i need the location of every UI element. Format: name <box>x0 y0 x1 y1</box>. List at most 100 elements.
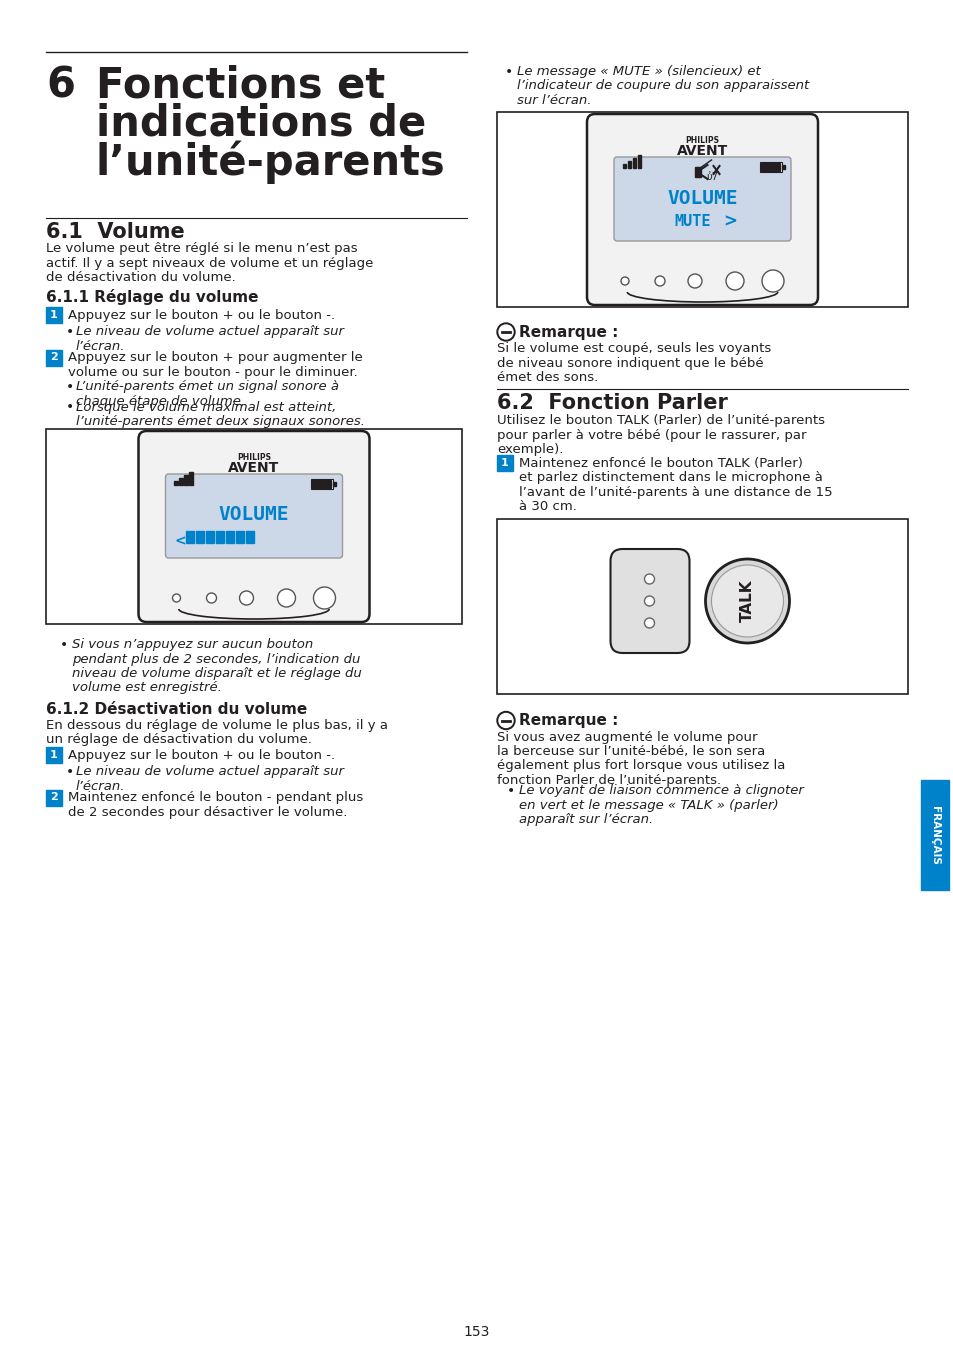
Text: l’unité-parents: l’unité-parents <box>96 140 445 185</box>
Text: volume ou sur le bouton - pour le diminuer.: volume ou sur le bouton - pour le diminu… <box>68 366 357 379</box>
Bar <box>627 161 631 167</box>
Text: l’indicateur de coupure du son apparaissent: l’indicateur de coupure du son apparaiss… <box>517 80 808 93</box>
Text: TALK: TALK <box>740 579 754 622</box>
Circle shape <box>644 595 654 606</box>
FancyBboxPatch shape <box>610 549 689 653</box>
Bar <box>246 531 254 543</box>
Text: 153: 153 <box>463 1324 490 1339</box>
Text: chaque étape de volume.: chaque étape de volume. <box>76 394 245 408</box>
Bar <box>497 112 907 306</box>
Text: •: • <box>66 325 74 339</box>
Bar <box>46 790 62 806</box>
Bar <box>313 481 331 487</box>
Text: PHILIPS: PHILIPS <box>236 454 271 462</box>
Bar <box>920 780 948 890</box>
Bar <box>46 350 62 366</box>
Text: de niveau sonore indiquent que le bébé: de niveau sonore indiquent que le bébé <box>497 356 762 370</box>
Text: pendant plus de 2 secondes, l’indication du: pendant plus de 2 secondes, l’indication… <box>71 652 360 666</box>
Circle shape <box>644 574 654 585</box>
Circle shape <box>620 277 628 285</box>
Circle shape <box>761 270 783 292</box>
Text: •: • <box>66 765 74 779</box>
Text: l’unité-parents émet deux signaux sonores.: l’unité-parents émet deux signaux sonore… <box>76 414 365 428</box>
Circle shape <box>239 591 253 605</box>
Text: •: • <box>66 379 74 394</box>
Text: >: > <box>722 213 737 231</box>
Bar <box>216 531 224 543</box>
Text: également plus fort lorsque vous utilisez la: également plus fort lorsque vous utilise… <box>497 760 784 772</box>
Text: l’avant de l’unité-parents à une distance de 15: l’avant de l’unité-parents à une distanc… <box>518 486 832 500</box>
Bar <box>781 165 784 169</box>
FancyBboxPatch shape <box>586 113 817 305</box>
Bar <box>46 429 461 624</box>
Bar <box>695 167 700 177</box>
Bar <box>196 531 204 543</box>
Bar <box>174 481 178 485</box>
Text: Si vous n’appuyez sur aucun bouton: Si vous n’appuyez sur aucun bouton <box>71 639 313 651</box>
Text: Fonctions et: Fonctions et <box>96 65 385 107</box>
Bar <box>186 531 194 543</box>
Text: Si le volume est coupé, seuls les voyants: Si le volume est coupé, seuls les voyant… <box>497 342 770 355</box>
Text: l’écran.: l’écran. <box>76 779 126 792</box>
Text: Le voyant de liaison commence à clignoter: Le voyant de liaison commence à clignote… <box>518 784 803 796</box>
Text: <: < <box>174 535 186 548</box>
Text: indications de: indications de <box>96 103 426 144</box>
Bar <box>206 531 214 543</box>
FancyBboxPatch shape <box>614 157 790 242</box>
Circle shape <box>277 589 295 608</box>
Text: la berceuse sur l’unité-bébé, le son sera: la berceuse sur l’unité-bébé, le son ser… <box>497 745 764 757</box>
Text: l’écran.: l’écran. <box>76 339 126 352</box>
Text: Le niveau de volume actuel apparaît sur: Le niveau de volume actuel apparaît sur <box>76 325 344 338</box>
Circle shape <box>314 587 335 609</box>
FancyBboxPatch shape <box>165 474 342 558</box>
Bar <box>179 478 183 485</box>
Text: Remarque :: Remarque : <box>518 714 618 729</box>
Bar <box>312 479 334 489</box>
Text: ὐ7: ὐ7 <box>706 171 718 182</box>
Text: Le niveau de volume actuel apparaît sur: Le niveau de volume actuel apparaît sur <box>76 765 344 778</box>
Text: actif. Il y a sept niveaux de volume et un réglage: actif. Il y a sept niveaux de volume et … <box>46 256 373 270</box>
Circle shape <box>172 594 180 602</box>
Text: Remarque :: Remarque : <box>518 325 618 340</box>
Bar <box>497 518 907 694</box>
Text: L’unité-parents émet un signal sonore à: L’unité-parents émet un signal sonore à <box>76 379 338 393</box>
Text: FRANÇAIS: FRANÇAIS <box>929 806 939 864</box>
Circle shape <box>644 618 654 628</box>
Text: exemple).: exemple). <box>497 443 563 456</box>
Text: Le message « MUTE » (silencieux) et: Le message « MUTE » (silencieux) et <box>517 65 760 78</box>
Text: 6.2  Fonction Parler: 6.2 Fonction Parler <box>497 393 727 413</box>
Text: à 30 cm.: à 30 cm. <box>518 501 577 513</box>
Text: un réglage de désactivation du volume.: un réglage de désactivation du volume. <box>46 733 312 747</box>
Circle shape <box>206 593 216 603</box>
Text: AVENT: AVENT <box>677 144 727 158</box>
Text: En dessous du réglage de volume le plus bas, il y a: En dessous du réglage de volume le plus … <box>46 718 388 732</box>
Text: apparaît sur l’écran.: apparaît sur l’écran. <box>518 813 653 826</box>
Text: MUTE: MUTE <box>674 215 710 230</box>
Circle shape <box>498 325 513 339</box>
Text: PHILIPS: PHILIPS <box>685 136 719 144</box>
Bar <box>760 162 781 171</box>
Text: sur l’écran.: sur l’écran. <box>517 95 591 107</box>
Text: 1: 1 <box>51 310 58 320</box>
Bar <box>190 472 193 485</box>
Text: et parlez distinctement dans le microphone à: et parlez distinctement dans le micropho… <box>518 471 822 485</box>
Text: Appuyez sur le bouton + ou le bouton -.: Appuyez sur le bouton + ou le bouton -. <box>68 309 335 323</box>
Bar <box>184 475 188 485</box>
Text: •: • <box>60 639 69 652</box>
Text: Si vous avez augmenté le volume pour: Si vous avez augmenté le volume pour <box>497 730 757 744</box>
Bar <box>46 306 62 323</box>
Text: VOLUME: VOLUME <box>218 505 289 525</box>
Circle shape <box>725 271 743 290</box>
Text: pour parler à votre bébé (pour le rassurer, par: pour parler à votre bébé (pour le rassur… <box>497 428 805 441</box>
Text: Le volume peut être réglé si le menu n’est pas: Le volume peut être réglé si le menu n’e… <box>46 242 357 255</box>
Circle shape <box>711 566 782 637</box>
Circle shape <box>498 714 513 728</box>
Text: Maintenez enfoncé le bouton - pendant plus: Maintenez enfoncé le bouton - pendant pl… <box>68 791 363 805</box>
Bar <box>633 158 636 167</box>
Circle shape <box>705 559 789 643</box>
Text: Appuyez sur le bouton + ou le bouton -.: Appuyez sur le bouton + ou le bouton -. <box>68 749 335 761</box>
Text: émet des sons.: émet des sons. <box>497 371 598 383</box>
Text: en vert et le message « TALK » (parler): en vert et le message « TALK » (parler) <box>518 798 778 811</box>
Bar <box>622 163 626 167</box>
Bar <box>226 531 234 543</box>
